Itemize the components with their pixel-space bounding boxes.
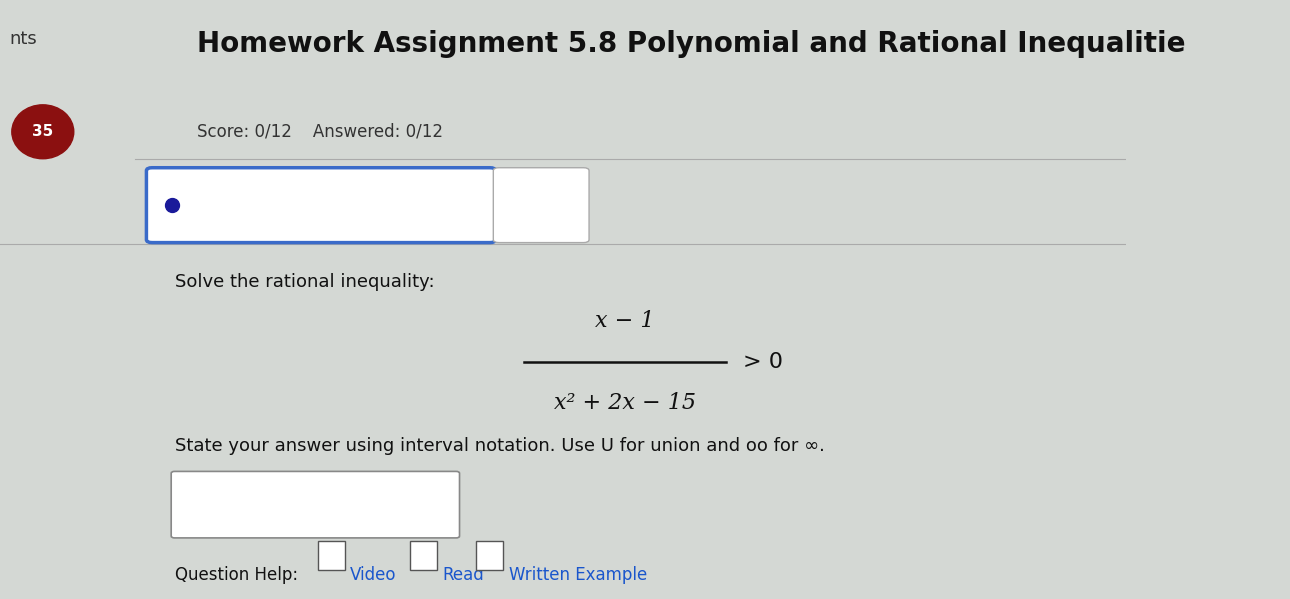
Text: ≡: ≡	[419, 551, 427, 561]
Text: <: <	[512, 196, 528, 214]
Text: > 0: > 0	[743, 352, 783, 373]
Text: Homework Assignment 5.8 Polynomial and Rational Inequalitie: Homework Assignment 5.8 Polynomial and R…	[197, 30, 1186, 58]
FancyBboxPatch shape	[317, 541, 344, 570]
Text: Question Help:: Question Help:	[174, 566, 298, 584]
FancyBboxPatch shape	[410, 541, 437, 570]
Text: Read: Read	[442, 566, 484, 584]
Text: ▶: ▶	[328, 551, 335, 561]
Text: >: >	[555, 196, 570, 214]
Text: nts: nts	[9, 30, 36, 48]
Text: ≡: ≡	[486, 551, 494, 561]
Text: x² + 2x − 15: x² + 2x − 15	[555, 392, 697, 415]
FancyBboxPatch shape	[493, 168, 590, 243]
Text: 35: 35	[32, 124, 53, 140]
FancyBboxPatch shape	[172, 471, 459, 538]
Text: Written Example: Written Example	[510, 566, 648, 584]
FancyBboxPatch shape	[147, 168, 495, 243]
Text: x − 1: x − 1	[596, 310, 655, 332]
Text: Score: 0/12    Answered: 0/12: Score: 0/12 Answered: 0/12	[197, 123, 442, 141]
Text: State your answer using interval notation. Use U for union and oo for ∞.: State your answer using interval notatio…	[174, 437, 824, 455]
Text: ▼: ▼	[461, 199, 470, 211]
Text: Solve the rational inequality:: Solve the rational inequality:	[174, 273, 435, 291]
Ellipse shape	[12, 105, 74, 159]
FancyBboxPatch shape	[476, 541, 503, 570]
Text: Video: Video	[351, 566, 397, 584]
Text: Question 12: Question 12	[195, 196, 304, 214]
